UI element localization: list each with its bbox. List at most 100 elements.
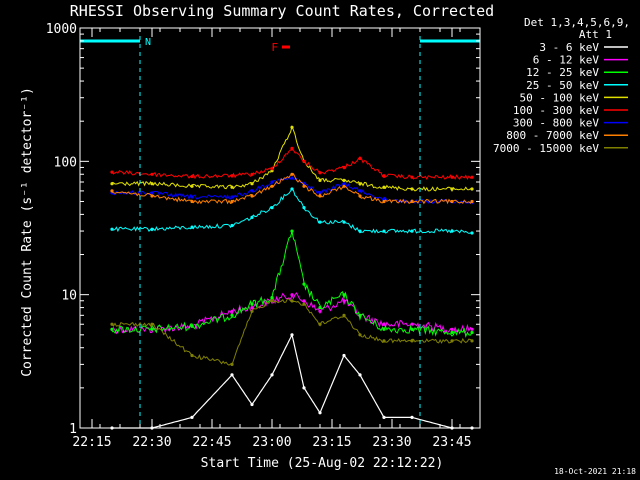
- data-point: [150, 194, 154, 198]
- data-point: [382, 229, 386, 233]
- data-point: [150, 322, 154, 326]
- data-point: [250, 172, 254, 176]
- data-point: [318, 178, 322, 182]
- data-point: [150, 172, 154, 176]
- data-point: [302, 159, 306, 163]
- data-point: [230, 373, 234, 377]
- data-point: [470, 199, 474, 204]
- data-point: [410, 327, 414, 331]
- data-point: [470, 187, 474, 191]
- series-50-100-kev: [110, 125, 474, 193]
- data-point: [358, 182, 362, 186]
- data-point: [250, 302, 254, 306]
- data-point: [450, 187, 454, 191]
- data-point: [342, 353, 346, 358]
- data-point: [302, 184, 306, 188]
- data-point: [342, 165, 346, 169]
- data-point: [110, 322, 114, 326]
- series-800-7000-kev: [110, 172, 474, 205]
- legend-entry-label: 3 - 6 keV: [539, 41, 599, 54]
- y-tick-label: 100: [54, 155, 77, 170]
- data-point: [270, 373, 274, 377]
- legend-entry-label: 800 - 7000 keV: [506, 129, 599, 142]
- data-point: [358, 313, 362, 317]
- data-point: [290, 299, 294, 303]
- data-point: [358, 194, 362, 198]
- data-point: [150, 191, 154, 195]
- x-tick-label: 22:30: [132, 435, 171, 450]
- data-point: [450, 339, 454, 343]
- data-point: [290, 229, 294, 233]
- data-point: [190, 353, 194, 358]
- data-point: [382, 327, 386, 331]
- data-point: [290, 293, 294, 297]
- data-point: [450, 199, 454, 204]
- y-axis-label: Corrected Count Rate (s⁻¹ detector⁻¹): [20, 87, 35, 377]
- data-point: [110, 170, 114, 174]
- data-point: [270, 180, 274, 184]
- data-point: [318, 309, 322, 313]
- data-point: [342, 178, 346, 182]
- x-tick-label: 23:15: [312, 435, 351, 450]
- y-tick-label: 10: [61, 289, 77, 304]
- x-tick-label: 23:00: [252, 435, 291, 450]
- x-tick-label: 23:30: [372, 435, 411, 450]
- legend-header-attenuator: Att 1: [579, 28, 612, 41]
- y-tick-label: 1000: [46, 22, 77, 37]
- data-point: [318, 306, 322, 310]
- data-point: [290, 333, 294, 337]
- series-12-25-kev: [110, 229, 474, 338]
- data-point: [110, 227, 114, 231]
- data-point: [410, 322, 414, 326]
- data-point: [382, 174, 386, 178]
- data-point: [342, 313, 346, 317]
- data-point: [450, 175, 454, 179]
- flare-flag-label: F: [271, 41, 278, 54]
- legend-header-detectors: Det 1,3,4,5,6,9,: [524, 16, 630, 29]
- data-point: [410, 187, 414, 191]
- data-point: [110, 327, 114, 331]
- data-point: [270, 206, 274, 210]
- data-point: [270, 184, 274, 188]
- legend-entry-label: 7000 - 15000 keV: [493, 142, 599, 155]
- series-100-300-kev: [110, 146, 474, 180]
- data-point: [302, 302, 306, 306]
- data-point: [470, 330, 474, 335]
- data-point: [290, 172, 294, 176]
- data-point: [250, 189, 254, 193]
- data-point: [190, 199, 194, 204]
- data-point: [342, 184, 346, 188]
- data-point: [190, 174, 194, 179]
- data-point: [382, 322, 386, 326]
- chart-title: RHESSI Observing Summary Count Rates, Co…: [70, 2, 494, 20]
- data-point: [250, 194, 254, 198]
- data-point: [110, 189, 114, 193]
- data-point: [410, 415, 414, 419]
- data-point: [270, 167, 274, 171]
- data-point: [290, 176, 294, 180]
- data-point: [470, 231, 474, 235]
- data-point: [250, 215, 254, 219]
- data-point: [318, 322, 322, 326]
- data-point: [230, 185, 234, 189]
- data-point: [318, 191, 322, 195]
- data-point: [358, 333, 362, 337]
- data-point: [230, 309, 234, 313]
- x-tick-label: 22:15: [72, 435, 111, 450]
- data-point: [302, 299, 306, 303]
- series-line: [111, 298, 473, 366]
- data-point: [382, 199, 386, 204]
- data-point: [318, 171, 322, 175]
- data-point: [358, 373, 362, 377]
- data-point: [190, 324, 194, 328]
- data-point: [382, 185, 386, 189]
- series-6-12-kev: [110, 292, 474, 335]
- data-point: [270, 296, 274, 300]
- data-point: [230, 362, 234, 366]
- x-tick-label: 23:45: [432, 435, 471, 450]
- data-point: [302, 282, 306, 286]
- data-point: [250, 309, 254, 313]
- data-point: [302, 386, 306, 390]
